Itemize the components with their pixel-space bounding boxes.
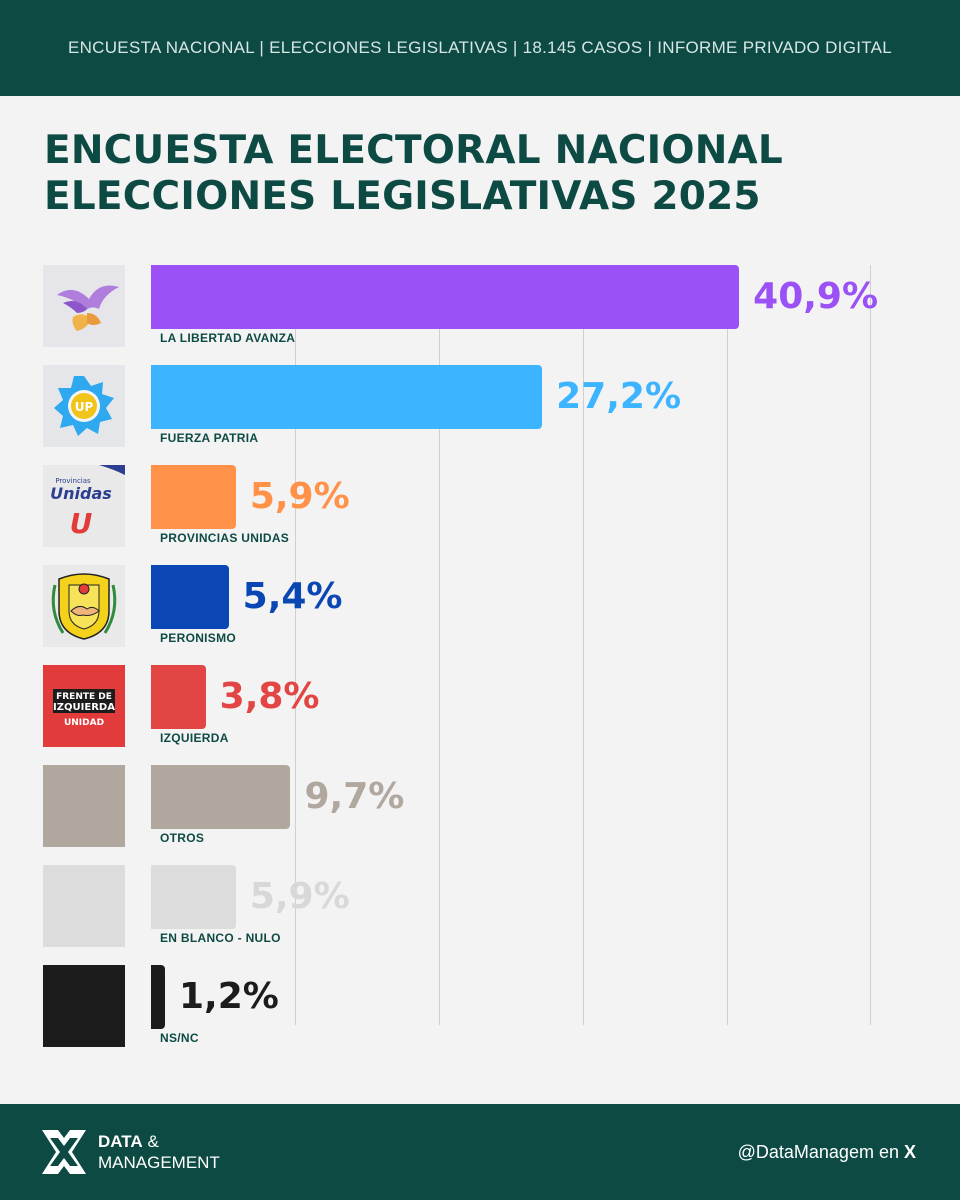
chart-row: EN BLANCO - NULO 5,9% xyxy=(0,865,960,947)
fuerza-patria-logo: UP xyxy=(43,365,125,447)
nsnc-swatch xyxy=(43,965,125,1047)
bar-label: OTROS xyxy=(160,831,205,845)
value-label: 9,7% xyxy=(304,776,405,817)
chart-row: UP FUERZA PATRIA 27,2% xyxy=(0,365,960,447)
bar xyxy=(151,665,206,729)
brand-name: DATA & MANAGEMENT xyxy=(98,1131,220,1173)
chart-row: Provincias Unidas U PROVINCIAS UNIDAS 5,… xyxy=(0,465,960,547)
value-label: 1,2% xyxy=(179,976,279,1017)
bar-label: IZQUIERDA xyxy=(160,731,229,745)
gridline xyxy=(295,265,296,1025)
bar-label: LA LIBERTAD AVANZA xyxy=(160,331,296,345)
title-line-1: ENCUESTA ELECTORAL NACIONAL xyxy=(44,128,783,173)
gridline xyxy=(870,265,871,1025)
title-line-2: ELECCIONES LEGISLATIVAS 2025 xyxy=(44,174,761,219)
value-label: 27,2% xyxy=(556,376,682,417)
chart-row: PERONISMO 5,4% xyxy=(0,565,960,647)
value-label: 5,9% xyxy=(249,476,350,517)
provincias-unidas-logo: Provincias Unidas U xyxy=(43,465,125,547)
header-text: ENCUESTA NACIONAL | ELECCIONES LEGISLATI… xyxy=(67,38,893,57)
value-label: 5,4% xyxy=(242,576,343,617)
bar xyxy=(151,765,291,829)
handle-text: @DataManagem en xyxy=(737,1142,899,1162)
fit-text-1: FRENTE DE xyxy=(56,692,112,702)
value-label: 3,8% xyxy=(219,676,320,717)
bar-label: NS/NC xyxy=(160,1031,199,1045)
fit-text-3: UNIDAD xyxy=(64,718,104,728)
provincias-main-text: Unidas xyxy=(50,484,112,503)
data-management-logo-icon xyxy=(42,1130,86,1174)
chart-row: NS/NC 1,2% xyxy=(0,965,960,1047)
bar xyxy=(151,265,740,329)
gridline xyxy=(583,265,584,1025)
sun-badge-icon: UP xyxy=(54,376,114,436)
bar xyxy=(151,565,229,629)
bar xyxy=(151,465,236,529)
value-label: 40,9% xyxy=(753,276,879,317)
footer-bar: DATA & MANAGEMENT @DataManagem en X xyxy=(0,1104,960,1200)
lla-logo xyxy=(43,265,125,347)
social-handle[interactable]: @DataManagem en X xyxy=(738,1142,916,1163)
peronismo-logo xyxy=(43,565,125,647)
fit-logo: FRENTE DE IZQUIERDA UNIDAD xyxy=(43,665,125,747)
x-platform-text: X xyxy=(903,1142,916,1162)
lion-wings-icon xyxy=(57,285,119,331)
chart-row: FRENTE DE IZQUIERDA UNIDAD IZQUIERDA 3,8… xyxy=(0,665,960,747)
header-bar: ENCUESTA NACIONAL | ELECCIONES LEGISLATI… xyxy=(0,0,960,96)
bar-label: FUERZA PATRIA xyxy=(160,431,259,445)
brand-line-2: MANAGEMENT xyxy=(98,1153,220,1172)
up-logo-text: UP xyxy=(75,400,94,414)
chart-row: OTROS 9,7% xyxy=(0,765,960,847)
en-blanco-swatch xyxy=(43,865,125,947)
bar xyxy=(151,965,165,1029)
page-title: ENCUESTA ELECTORAL NACIONAL ELECCIONES L… xyxy=(44,128,924,220)
brand-line-1: DATA xyxy=(98,1132,143,1151)
gridline xyxy=(439,265,440,1025)
bar-label: PROVINCIAS UNIDAS xyxy=(160,531,290,545)
otros-swatch xyxy=(43,765,125,847)
gridline xyxy=(727,265,728,1025)
bar xyxy=(151,365,543,429)
bar-label: PERONISMO xyxy=(160,631,237,645)
bar-label: EN BLANCO - NULO xyxy=(160,931,281,945)
chart-row: LA LIBERTAD AVANZA 40,9% xyxy=(0,265,960,347)
provincias-top-text: Provincias xyxy=(55,477,91,485)
provincias-unidas-icon: Provincias Unidas U xyxy=(50,465,125,540)
escudo-icon xyxy=(51,573,117,640)
provincias-letter-text: U xyxy=(70,507,93,540)
value-label: 5,9% xyxy=(249,876,350,917)
fit-icon: FRENTE DE IZQUIERDA UNIDAD xyxy=(53,689,115,728)
bar xyxy=(151,865,236,929)
fit-text-2: IZQUIERDA xyxy=(53,702,115,713)
brand-ampersand: & xyxy=(147,1132,159,1151)
